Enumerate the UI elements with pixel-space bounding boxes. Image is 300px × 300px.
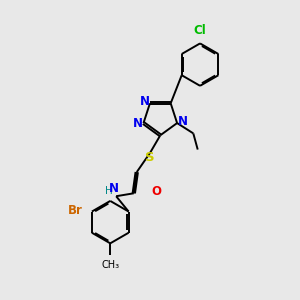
Text: Br: Br <box>68 204 83 217</box>
Text: N: N <box>140 95 150 108</box>
Text: N: N <box>133 117 143 130</box>
Text: N: N <box>177 115 188 128</box>
Text: N: N <box>109 182 119 195</box>
Text: Cl: Cl <box>194 24 206 37</box>
Text: H: H <box>105 186 112 196</box>
Text: O: O <box>151 185 161 198</box>
Text: S: S <box>145 152 154 164</box>
Text: CH₃: CH₃ <box>101 260 119 270</box>
